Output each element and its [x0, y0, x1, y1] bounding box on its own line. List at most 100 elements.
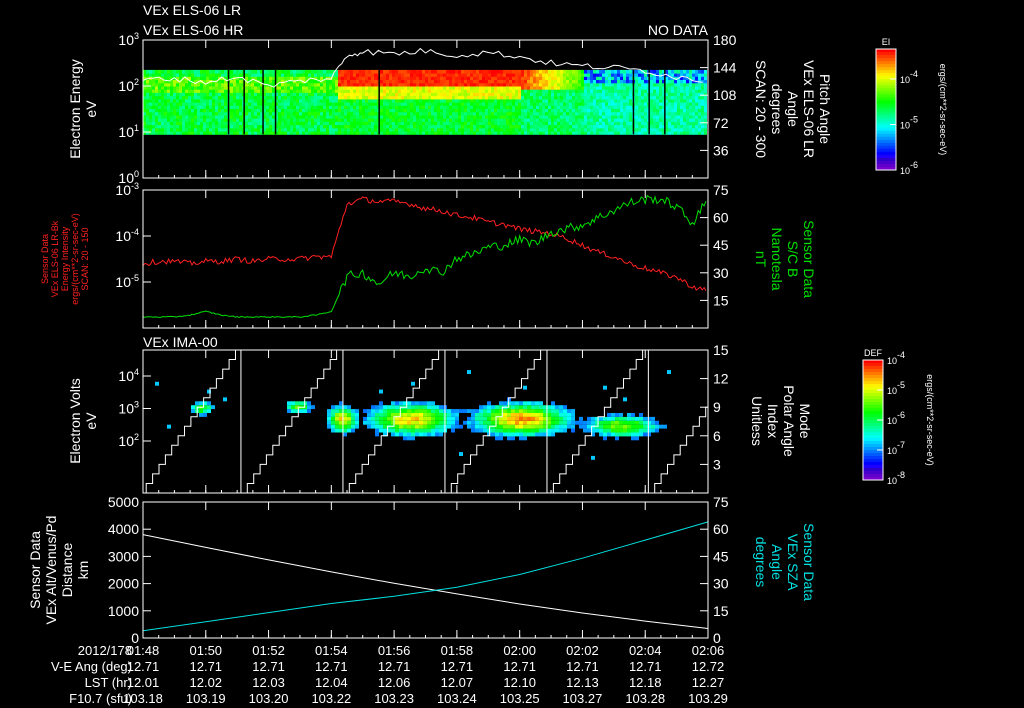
spectrogram-cell	[206, 102, 209, 106]
spectrogram-cell	[332, 76, 335, 80]
y-tick-label: 104	[118, 367, 139, 384]
spectrogram-cell	[362, 95, 365, 100]
spectrogram-cell	[395, 428, 399, 433]
spectrogram-cell	[680, 69, 683, 74]
spectrogram-cell	[335, 102, 338, 106]
spectrogram-cell	[523, 436, 527, 441]
spectrogram-cell	[415, 428, 419, 433]
spectrogram-cell	[617, 69, 620, 74]
spectrogram-cell	[335, 89, 338, 93]
spectrogram-cell	[164, 102, 167, 106]
spectrogram-cell	[455, 424, 459, 429]
spectrogram-cell	[620, 127, 623, 132]
spectrogram-cell	[239, 69, 242, 74]
spectrogram-cell	[323, 73, 326, 77]
spectrogram-cell	[467, 86, 470, 90]
spectrogram-cell	[563, 105, 566, 109]
spectrogram-cell	[545, 98, 548, 103]
spectrogram-cell	[461, 121, 464, 126]
spectrogram-cell	[509, 127, 512, 132]
spectrogram-cell	[331, 409, 335, 413]
spectrogram-cell	[425, 131, 428, 135]
spectrogram-cell	[602, 118, 605, 122]
spectrogram-cell	[686, 105, 689, 109]
spectrogram-cell	[683, 82, 686, 87]
time-tick-label: 01:58	[441, 643, 474, 658]
spectrogram-cell	[491, 131, 494, 135]
spectrogram-cell	[545, 76, 548, 80]
spectrogram-cell	[479, 86, 482, 90]
spectrogram-cell	[392, 95, 395, 100]
spectrogram-cell	[200, 102, 203, 106]
spectrogram-cell	[239, 115, 242, 119]
spectrogram-cell	[347, 82, 350, 87]
spectrogram-cell	[695, 124, 698, 129]
spectrogram-cell	[374, 86, 377, 90]
spectrogram-cell	[536, 121, 539, 126]
spectrogram-cell	[206, 73, 209, 77]
spectrogram-cell	[572, 86, 575, 90]
spectrogram-cell	[596, 118, 599, 122]
spectrogram-cell	[677, 105, 680, 109]
spectrogram-cell	[554, 115, 557, 119]
spectrogram-cell	[415, 416, 419, 421]
spectrogram-cell	[305, 86, 308, 90]
spectrogram-cell	[179, 108, 182, 113]
spectrogram-cell	[650, 108, 653, 113]
spectrogram-cell	[266, 73, 269, 77]
spectrogram-cell	[431, 432, 435, 437]
spectrogram-cell	[200, 73, 203, 77]
spectrogram-cell	[659, 69, 662, 74]
right-y-tick-label: 15	[713, 603, 729, 619]
spectrogram-cell	[524, 86, 527, 90]
spectrogram-cell	[341, 69, 344, 74]
spectrogram-cell	[475, 420, 479, 425]
spectrogram-cell	[383, 416, 387, 421]
spectrogram-cell	[435, 428, 439, 433]
spectrogram-cell	[197, 118, 200, 122]
spectrogram-cell	[254, 79, 257, 84]
spectrogram-cell	[185, 102, 188, 106]
spectrogram-cell	[467, 118, 470, 122]
spectrogram-cell	[575, 102, 578, 106]
spectrogram-cell	[635, 131, 638, 135]
spectrogram-cell	[671, 115, 674, 119]
spectrogram-cell	[671, 79, 674, 84]
spectrogram-cell	[320, 82, 323, 87]
spectrogram-cell	[488, 105, 491, 109]
spectrogram-cell	[411, 428, 415, 433]
spectrogram-cell	[194, 76, 197, 80]
spectrogram-cell	[509, 111, 512, 116]
spectrogram-cell	[182, 92, 185, 97]
spectrogram-cell	[260, 118, 263, 122]
spectrogram-cell	[347, 131, 350, 135]
spectrogram-cell	[149, 111, 152, 116]
spectrogram-cell	[413, 76, 416, 80]
spectrogram-cell	[515, 115, 518, 119]
spectrogram-cell	[152, 105, 155, 109]
spectrogram-cell	[535, 424, 539, 429]
spectrogram-cell	[527, 82, 530, 87]
spectrogram-cell	[351, 420, 355, 425]
spectrogram-cell	[590, 131, 593, 135]
spectrogram-cell	[605, 86, 608, 90]
spectrogram-cell	[527, 420, 531, 425]
ephemeris-value: 103.18	[123, 691, 163, 706]
spectrogram-cell	[387, 405, 391, 410]
spectrogram-cell	[665, 131, 668, 135]
spectrogram-cell	[656, 121, 659, 126]
spectrogram-cell	[386, 79, 389, 84]
spectrogram-cell	[431, 86, 434, 90]
spectrogram-cell	[327, 424, 331, 429]
spectrogram-cell	[607, 413, 611, 417]
spectrogram-cell	[218, 111, 221, 116]
spectrogram-cell	[608, 108, 611, 113]
spectrogram-cell	[356, 92, 359, 97]
spectrogram-cell	[605, 69, 608, 74]
spectrogram-cell	[653, 118, 656, 122]
spectrogram-cell	[503, 92, 506, 97]
spectrogram-cell	[446, 76, 449, 80]
spectrogram-cell	[185, 73, 188, 77]
spectrogram-cell	[533, 69, 536, 74]
spectrogram-cell	[422, 118, 425, 122]
